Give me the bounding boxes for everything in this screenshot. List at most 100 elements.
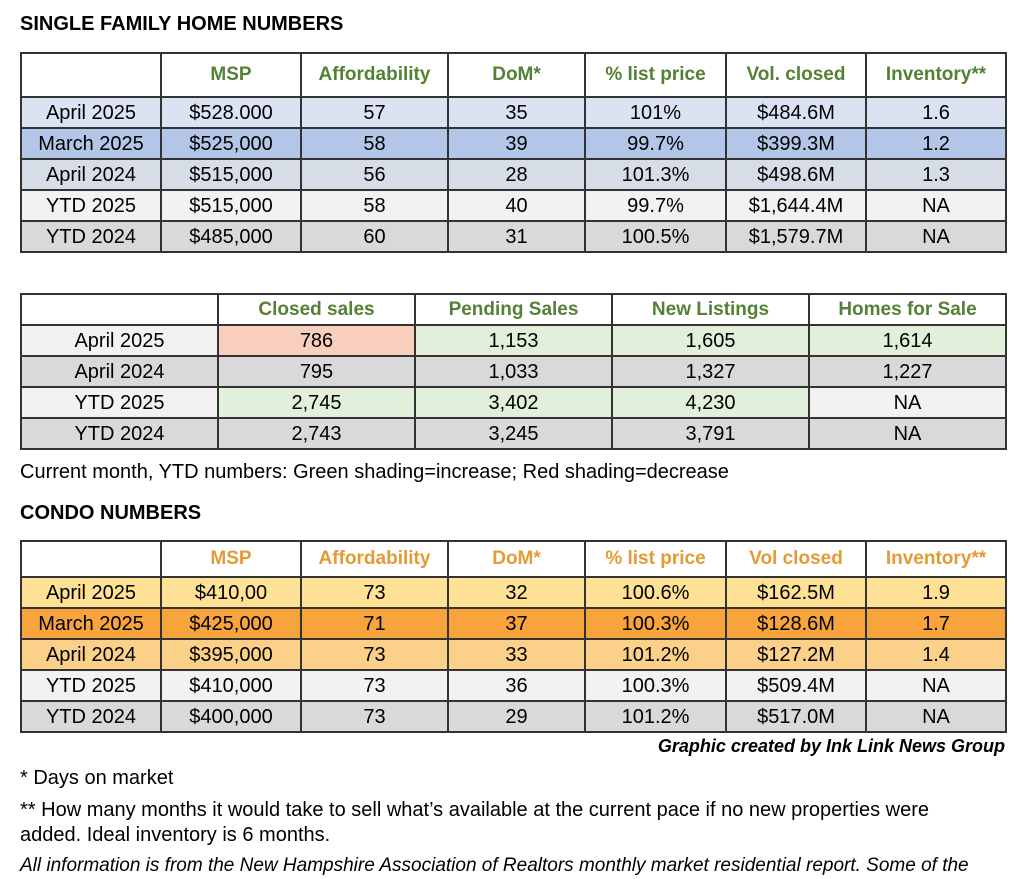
- table-cell-pct-list-price: 99.7%: [584, 189, 727, 222]
- table-row-april-2025: April 2025 $410,00 73 32 100.6% $162.5M …: [20, 576, 1007, 609]
- table-row-ytd-2025: YTD 2025 2,745 3,402 4,230 NA: [20, 386, 1007, 419]
- table-row-april-2024: April 2024 795 1,033 1,327 1,227: [20, 355, 1007, 388]
- table-cell-msp: $515,000: [160, 189, 302, 222]
- table-cell-vol-closed: $517.0M: [725, 700, 867, 733]
- table-row-april-2024: April 2024 $395,000 73 33 101.2% $127.2M…: [20, 638, 1007, 671]
- table-row-ytd-2025: YTD 2025 $515,000 58 40 99.7% $1,644.4M …: [20, 189, 1007, 222]
- table-row-april-2024: April 2024 $515,000 56 28 101.3% $498.6M…: [20, 158, 1007, 191]
- row-label: April 2024: [20, 355, 219, 388]
- table-cell-closed-sales: 2,745: [217, 386, 416, 419]
- table-cell-vol-closed: $509.4M: [725, 669, 867, 702]
- table-cell-affordability: 73: [300, 638, 449, 671]
- row-label: April 2025: [20, 324, 219, 357]
- table-row-ytd-2024: YTD 2024 $485,000 60 31 100.5% $1,579.7M…: [20, 220, 1007, 253]
- table-cell-inventory: 1.3: [865, 158, 1007, 191]
- column-header-dom: DoM*: [447, 540, 586, 578]
- table-cell-inventory: NA: [865, 189, 1007, 222]
- column-header-vol-closed: Vol closed: [725, 540, 867, 578]
- condo-table: MSP Affordability DoM* % list price Vol …: [20, 540, 1007, 733]
- column-header-closed-sales: Closed sales: [217, 293, 416, 326]
- row-label: YTD 2024: [20, 700, 162, 733]
- column-header-affordability: Affordability: [300, 52, 449, 98]
- column-header-msp: MSP: [160, 540, 302, 578]
- table-cell-inventory: 1.7: [865, 607, 1007, 640]
- column-header-new-listings: New Listings: [611, 293, 810, 326]
- column-header-pct-list-price: % list price: [584, 540, 727, 578]
- table-cell-homes-for-sale: 1,227: [808, 355, 1007, 388]
- condo-title: CONDO NUMBERS: [20, 502, 202, 524]
- table-cell-msp: $410,00: [160, 576, 302, 609]
- table-cell-pct-list-price: 99.7%: [584, 127, 727, 160]
- table-cell-msp: $395,000: [160, 638, 302, 671]
- table-cell-affordability: 73: [300, 669, 449, 702]
- table-cell-vol-closed: $1,644.4M: [725, 189, 867, 222]
- table-cell-homes-for-sale: 1,614: [808, 324, 1007, 357]
- table-cell-pct-list-price: 100.6%: [584, 576, 727, 609]
- table-cell-new-listings: 4,230: [611, 386, 810, 419]
- table-cell-msp: $528.000: [160, 96, 302, 129]
- row-label: YTD 2025: [20, 386, 219, 419]
- column-header-blank: [20, 540, 162, 578]
- table-cell-affordability: 58: [300, 189, 449, 222]
- table-cell-pct-list-price: 100.3%: [584, 669, 727, 702]
- credit-line: Graphic created by Ink Link News Group: [657, 736, 1005, 756]
- table-cell-dom: 32: [447, 576, 586, 609]
- table-cell-pct-list-price: 101.2%: [584, 638, 727, 671]
- table-cell-affordability: 71: [300, 607, 449, 640]
- row-label: YTD 2025: [20, 669, 162, 702]
- row-label: YTD 2024: [20, 220, 162, 253]
- footnote-inventory-definition: ** How many months it would take to sell…: [20, 799, 929, 846]
- sfh-activity-table: Closed sales Pending Sales New Listings …: [20, 293, 1007, 450]
- table-cell-inventory: NA: [865, 700, 1007, 733]
- table-cell-pct-list-price: 101%: [584, 96, 727, 129]
- column-header-pending-sales: Pending Sales: [414, 293, 613, 326]
- table-cell-msp: $525,000: [160, 127, 302, 160]
- table-cell-vol-closed: $399.3M: [725, 127, 867, 160]
- table-cell-inventory: 1.9: [865, 576, 1007, 609]
- table-cell-affordability: 73: [300, 576, 449, 609]
- table-row-april-2025: April 2025 786 1,153 1,605 1,614: [20, 324, 1007, 357]
- row-label: April 2025: [20, 96, 162, 129]
- table-cell-pending-sales: 3,402: [414, 386, 613, 419]
- column-header-msp: MSP: [160, 52, 302, 98]
- table-cell-vol-closed: $498.6M: [725, 158, 867, 191]
- column-header-dom: DoM*: [447, 52, 586, 98]
- table-cell-affordability: 58: [300, 127, 449, 160]
- table-cell-vol-closed: $1,579.7M: [725, 220, 867, 253]
- table-cell-pending-sales: 3,245: [414, 417, 613, 450]
- table-cell-dom: 31: [447, 220, 586, 253]
- row-label: April 2024: [20, 158, 162, 191]
- table-cell-dom: 33: [447, 638, 586, 671]
- table-cell-msp: $425,000: [160, 607, 302, 640]
- table-cell-pending-sales: 1,153: [414, 324, 613, 357]
- row-label: March 2025: [20, 127, 162, 160]
- table-cell-new-listings: 1,327: [611, 355, 810, 388]
- table-cell-vol-closed: $128.6M: [725, 607, 867, 640]
- table-cell-msp: $485,000: [160, 220, 302, 253]
- table-cell-dom: 37: [447, 607, 586, 640]
- footnote-days-on-market: * Days on market: [20, 767, 174, 789]
- table-cell-inventory: 1.2: [865, 127, 1007, 160]
- table-cell-dom: 28: [447, 158, 586, 191]
- table-cell-closed-sales: 786: [217, 324, 416, 357]
- table-cell-pending-sales: 1,033: [414, 355, 613, 388]
- table-row-march-2025: March 2025 $425,000 71 37 100.3% $128.6M…: [20, 607, 1007, 640]
- table-cell-dom: 40: [447, 189, 586, 222]
- table-cell-closed-sales: 795: [217, 355, 416, 388]
- row-label: YTD 2024: [20, 417, 219, 450]
- column-header-pct-list-price: % list price: [584, 52, 727, 98]
- table-cell-msp: $410,000: [160, 669, 302, 702]
- shading-legend-note: Current month, YTD numbers: Green shadin…: [20, 461, 729, 483]
- table-cell-affordability: 60: [300, 220, 449, 253]
- table-row-march-2025: March 2025 $525,000 58 39 99.7% $399.3M …: [20, 127, 1007, 160]
- table-cell-dom: 39: [447, 127, 586, 160]
- table-cell-dom: 36: [447, 669, 586, 702]
- table-cell-vol-closed: $162.5M: [725, 576, 867, 609]
- table-cell-pct-list-price: 101.3%: [584, 158, 727, 191]
- table-cell-affordability: 57: [300, 96, 449, 129]
- table-cell-vol-closed: $127.2M: [725, 638, 867, 671]
- column-header-inventory: Inventory**: [865, 540, 1007, 578]
- column-header-vol-closed: Vol. closed: [725, 52, 867, 98]
- table-cell-homes-for-sale: NA: [808, 386, 1007, 419]
